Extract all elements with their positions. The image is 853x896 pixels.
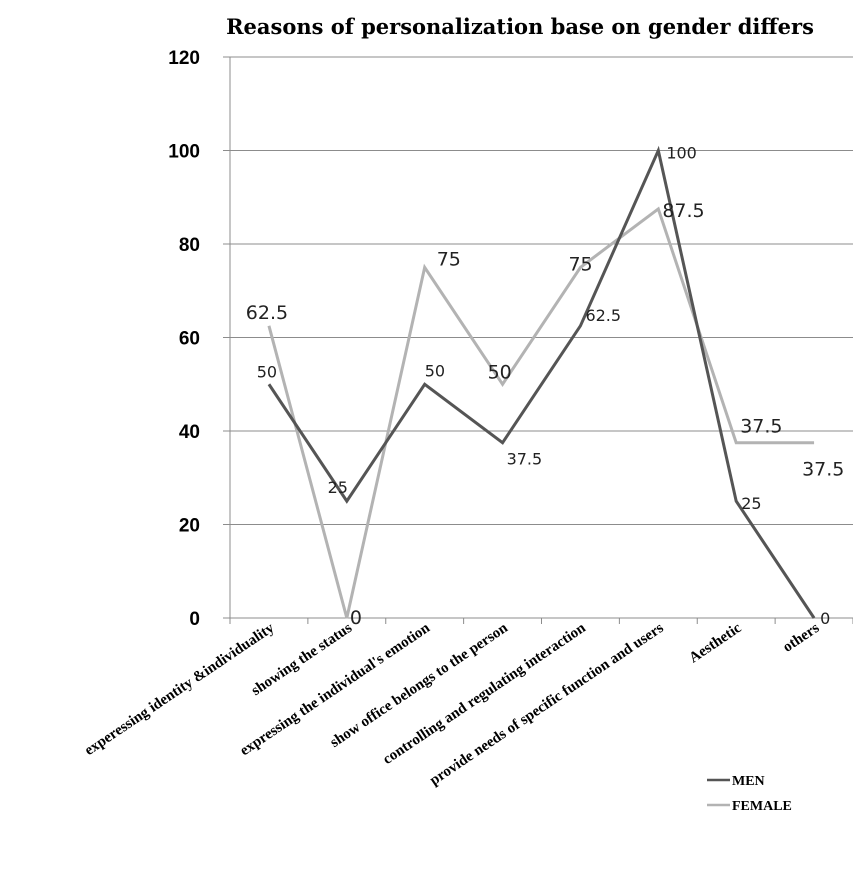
legend: MEN FEMALE <box>707 774 792 814</box>
data-label-men: 62.5 <box>585 306 621 325</box>
data-label-female: 0 <box>350 607 362 629</box>
data-label-layer: 50 25 50 37.5 62.5 100 25 0 62.5 0 75 50 75 87.5 37.5 3… <box>246 144 845 630</box>
data-label-female: 75 <box>437 248 461 270</box>
y-tick-label: 40 <box>179 422 200 443</box>
series-layer <box>267 145 816 619</box>
y-tick-label: 60 <box>179 329 200 350</box>
chart-title: Reasons of personalization base on gende… <box>226 14 814 39</box>
data-label-men: 37.5 <box>507 450 543 469</box>
y-tick-label: 0 <box>189 609 200 630</box>
y-tick-label: 20 <box>179 516 200 537</box>
data-label-men: 0 <box>820 609 830 628</box>
data-label-female: 87.5 <box>662 200 704 222</box>
data-label-men: 100 <box>666 144 697 163</box>
y-tick-label: 80 <box>179 235 200 256</box>
data-label-female: 75 <box>568 253 592 275</box>
data-label-female: 37.5 <box>802 459 844 481</box>
x-tick-label: others <box>780 620 822 656</box>
legend-label-female: FEMALE <box>732 799 792 814</box>
y-tick-label: 100 <box>168 142 200 163</box>
data-label-female: 37.5 <box>740 416 782 438</box>
grid-layer <box>223 56 853 619</box>
data-label-men: 50 <box>425 361 445 380</box>
data-label-men: 25 <box>328 478 348 497</box>
data-label-female: 62.5 <box>246 302 288 324</box>
data-label-female: 50 <box>488 361 512 383</box>
data-label-men: 25 <box>741 494 761 513</box>
data-label-men: 50 <box>257 362 277 381</box>
y-tick-label: 120 <box>168 48 200 69</box>
legend-label-men: MEN <box>732 774 765 789</box>
x-tick-label: Aesthetic <box>686 620 744 667</box>
series-line-female <box>267 206 815 619</box>
series-line-men <box>267 145 816 619</box>
